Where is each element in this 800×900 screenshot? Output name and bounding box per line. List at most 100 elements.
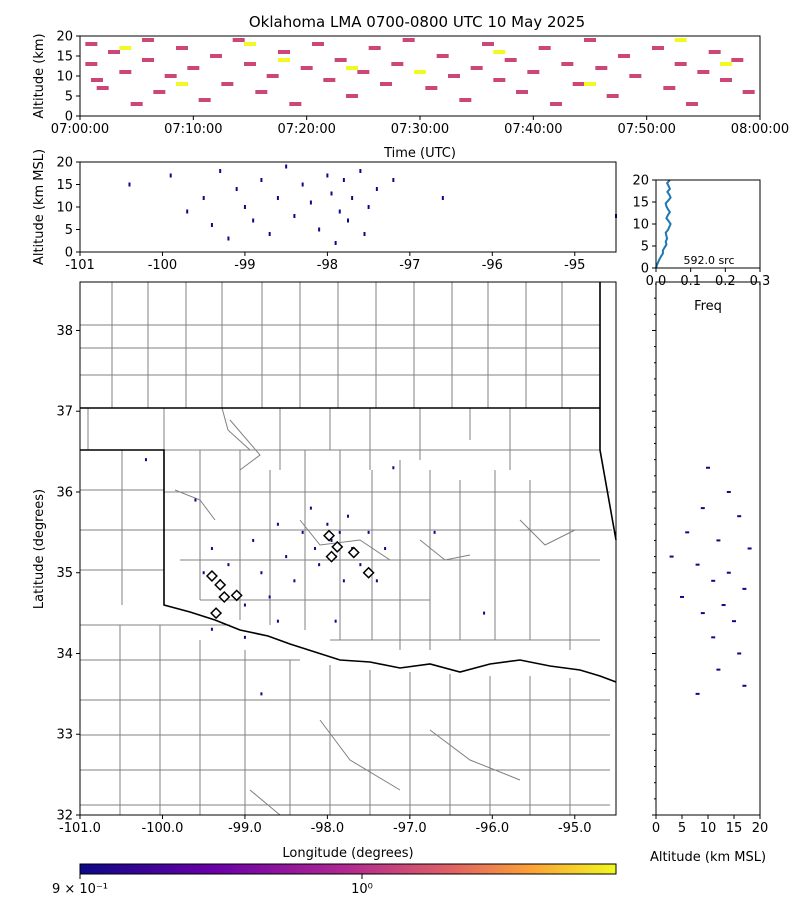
plan-view-source-3 xyxy=(202,571,205,575)
plan-view-source-24 xyxy=(359,563,362,567)
lon-height-xtick-label-4: -97 xyxy=(399,258,420,273)
plan-view-xtick-label-0: -101.0 xyxy=(59,821,101,836)
lon-height-xtick-label-5: -96 xyxy=(482,258,503,273)
time-height-point-0-13 xyxy=(198,98,211,102)
lon-height-point-15 xyxy=(301,182,304,187)
county-boundaries xyxy=(80,282,612,816)
plan-view-source-10 xyxy=(276,522,279,526)
plan-view-source-25 xyxy=(367,530,370,534)
lon-height-point-24 xyxy=(351,196,354,200)
plan-view-source-34 xyxy=(260,692,263,696)
lon-height-point-22 xyxy=(342,178,345,182)
lon-height-point-4 xyxy=(210,223,213,227)
height-lat-point-17 xyxy=(737,652,742,655)
time-height-point-0-6 xyxy=(130,102,143,106)
station-marker-3 xyxy=(230,589,243,602)
plan-view-source-29 xyxy=(433,530,436,534)
height-lat-point-16 xyxy=(711,636,716,639)
time-height-point-0-59 xyxy=(742,90,755,94)
time-height-point-0-29 xyxy=(380,82,392,86)
lon-height-point-10 xyxy=(260,178,263,182)
lon-height-point-30 xyxy=(441,196,444,200)
time-height-point-0-21 xyxy=(289,102,302,106)
station-marker-0 xyxy=(205,569,218,582)
time-height-ytick-label-1: 5 xyxy=(65,90,73,105)
lon-height-point-11 xyxy=(268,232,271,236)
height-lat-frame xyxy=(655,281,761,816)
height-lat-point-15 xyxy=(732,620,736,623)
height-lat-point-11 xyxy=(742,587,747,590)
lon-height-point-25 xyxy=(359,169,362,173)
time-height-point-0-25 xyxy=(334,58,347,62)
plan-view-ytick-label-0: 32 xyxy=(56,809,73,824)
time-height-point-1-7 xyxy=(584,82,596,86)
lon-height-point-19 xyxy=(330,191,333,196)
time-height-point-1-6 xyxy=(493,50,506,54)
height-lat-point-18 xyxy=(716,668,721,671)
plan-view-source-35 xyxy=(210,627,213,631)
time-height-point-0-38 xyxy=(493,78,506,82)
lon-height-x-ticks: -101 -100 -99 -98 -97 -96 -95 xyxy=(65,252,585,273)
time-height-y-ticks: 0 5 10 15 20 xyxy=(56,30,80,125)
height-lat-point-19 xyxy=(742,684,747,687)
time-height-point-1-4 xyxy=(346,66,358,70)
lon-height-ylabel: Altitude (km MSL) xyxy=(32,149,47,265)
time-height-point-0-54 xyxy=(686,102,698,106)
lon-height-point-1 xyxy=(169,173,172,178)
lon-height-point-20 xyxy=(334,241,337,245)
time-height-point-0-47 xyxy=(595,66,608,70)
plan-view-source-13 xyxy=(301,530,304,534)
plan-view-source-7 xyxy=(252,538,255,542)
lon-height-point-6 xyxy=(227,236,230,241)
plan-view-source-14 xyxy=(309,506,312,510)
colorbar: 9 × 10⁻¹ 10⁰ xyxy=(52,863,617,897)
lon-height-point-23 xyxy=(347,218,349,223)
height-lat-xtick-label-4: 20 xyxy=(752,821,769,836)
height-lat-point-8 xyxy=(695,563,700,566)
time-height-point-0-31 xyxy=(402,38,415,42)
time-height-point-0-15 xyxy=(221,82,234,86)
time-height-point-1-2 xyxy=(244,42,256,46)
lon-height-xtick-label-2: -99 xyxy=(234,258,255,273)
time-height-point-0-9 xyxy=(153,90,166,94)
histogram-x-ticks: 0.0 0.1 0.2 0.3 xyxy=(646,268,770,289)
lon-height-marks xyxy=(128,164,617,245)
plan-view-source-9 xyxy=(268,595,271,599)
histogram-y-ticks: 0 5 10 15 20 xyxy=(632,174,656,277)
time-height-point-0-4 xyxy=(108,50,120,54)
lon-height-xtick-label-3: -98 xyxy=(317,258,338,273)
lon-height-panel: -101 -100 -99 -98 -97 -96 -95 0 5 10 15 20 Altitud… xyxy=(32,149,617,273)
lon-height-point-5 xyxy=(219,169,222,173)
time-height-point-0-7 xyxy=(142,38,154,42)
time-height-point-0-20 xyxy=(278,50,290,54)
station-marker-7 xyxy=(325,550,338,563)
plan-view-xtick-label-2: -99.0 xyxy=(228,821,262,836)
lon-height-ytick-label-3: 15 xyxy=(56,178,73,193)
lon-height-xtick-label-0: -101 xyxy=(65,258,95,273)
time-height-point-0-27 xyxy=(357,70,370,74)
lon-height-ytick-label-4: 20 xyxy=(56,156,73,171)
height-lat-xlabel: Altitude (km MSL) xyxy=(650,850,766,865)
height-lat-point-2 xyxy=(700,507,705,510)
plan-view-source-11 xyxy=(285,555,288,559)
time-height-marks xyxy=(85,38,755,106)
station-marker-2 xyxy=(218,590,231,603)
colorbar-gradient xyxy=(79,863,617,875)
time-height-point-0-32 xyxy=(425,86,438,90)
time-height-point-0-33 xyxy=(436,54,449,58)
station-marker-1 xyxy=(214,578,227,591)
time-height-point-0-57 xyxy=(720,78,732,82)
height-lat-point-4 xyxy=(685,531,690,534)
time-height-point-0-35 xyxy=(459,98,472,102)
plan-view-xtick-label-5: -96.0 xyxy=(475,821,509,836)
time-height-point-0-42 xyxy=(538,46,551,50)
state-boundaries xyxy=(80,282,617,683)
time-height-point-0-49 xyxy=(618,54,630,58)
lon-height-point-27 xyxy=(367,205,370,209)
lon-height-point-21 xyxy=(338,209,341,214)
plan-view-source-30 xyxy=(483,611,486,615)
time-height-point-0-56 xyxy=(708,50,721,54)
time-height-point-1-0 xyxy=(119,46,132,50)
plan-view-ytick-label-2: 34 xyxy=(56,647,73,662)
